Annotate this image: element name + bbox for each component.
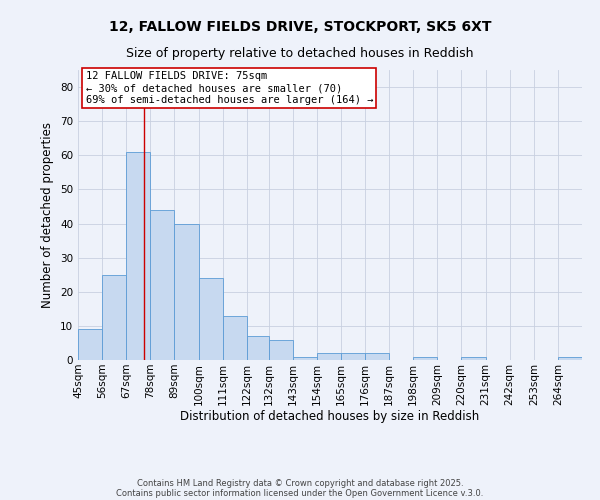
Text: 12, FALLOW FIELDS DRIVE, STOCKPORT, SK5 6XT: 12, FALLOW FIELDS DRIVE, STOCKPORT, SK5 … xyxy=(109,20,491,34)
X-axis label: Distribution of detached houses by size in Reddish: Distribution of detached houses by size … xyxy=(181,410,479,424)
Bar xyxy=(223,316,247,360)
Bar xyxy=(102,274,126,360)
Bar xyxy=(317,353,341,360)
Bar xyxy=(293,356,317,360)
Y-axis label: Number of detached properties: Number of detached properties xyxy=(41,122,55,308)
Bar xyxy=(461,356,485,360)
Bar xyxy=(413,356,437,360)
Bar xyxy=(151,210,175,360)
Bar xyxy=(558,356,582,360)
Bar xyxy=(126,152,151,360)
Bar xyxy=(175,224,199,360)
Bar xyxy=(199,278,223,360)
Bar xyxy=(341,353,365,360)
Bar xyxy=(247,336,269,360)
Text: Contains HM Land Registry data © Crown copyright and database right 2025.: Contains HM Land Registry data © Crown c… xyxy=(137,478,463,488)
Text: Size of property relative to detached houses in Reddish: Size of property relative to detached ho… xyxy=(126,48,474,60)
Text: Contains public sector information licensed under the Open Government Licence v.: Contains public sector information licen… xyxy=(116,488,484,498)
Text: 12 FALLOW FIELDS DRIVE: 75sqm
← 30% of detached houses are smaller (70)
69% of s: 12 FALLOW FIELDS DRIVE: 75sqm ← 30% of d… xyxy=(86,72,373,104)
Bar xyxy=(269,340,293,360)
Bar xyxy=(365,353,389,360)
Bar xyxy=(78,330,102,360)
